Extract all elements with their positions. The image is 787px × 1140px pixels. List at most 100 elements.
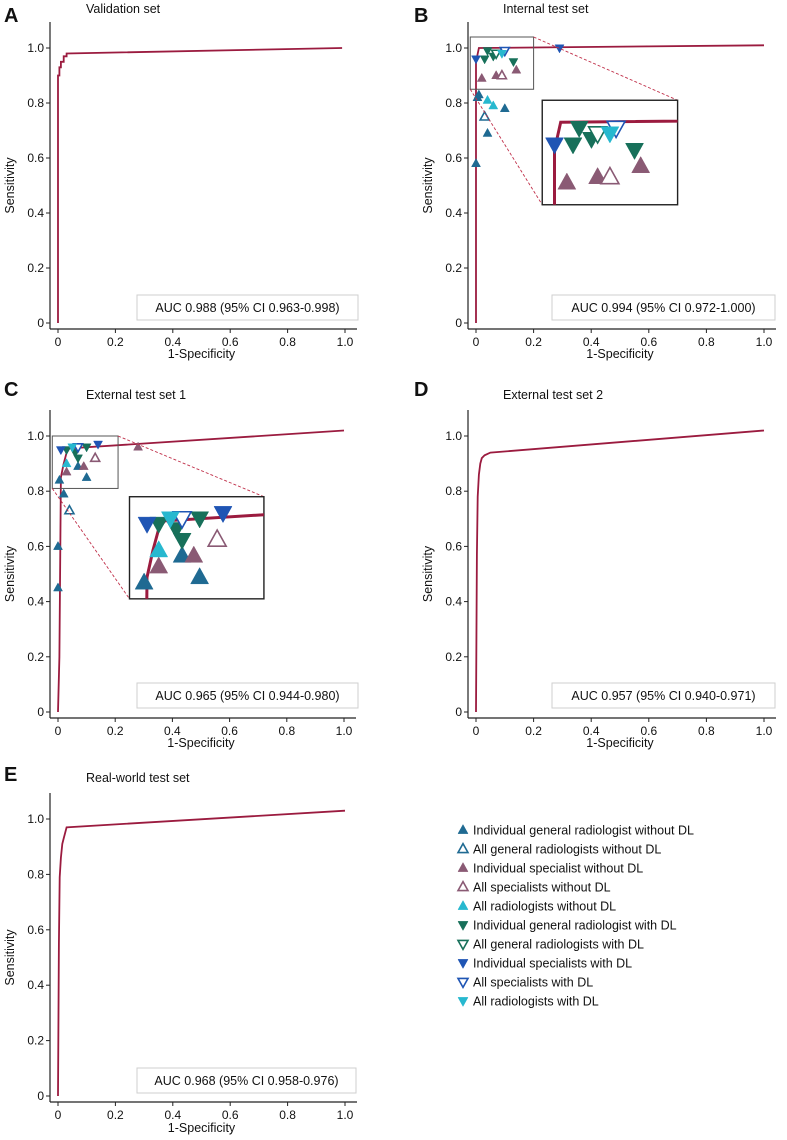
reader-marker-zoomed: [206, 528, 228, 547]
x-tick-label: 0.6: [221, 724, 238, 738]
reader-marker: [482, 47, 493, 57]
reader-marker: [93, 440, 103, 450]
legend-marker: [457, 824, 469, 834]
x-tick-label: 0.8: [279, 1108, 296, 1122]
x-tick-label: 0.6: [640, 724, 657, 738]
reader-marker: [473, 89, 484, 99]
reader-marker-zoomed: [557, 172, 577, 190]
reader-marker: [54, 474, 65, 484]
y-tick-label: 0: [37, 316, 44, 330]
y-tick-label: 1.0: [27, 429, 44, 443]
legend: Individual general radiologist without D…: [456, 824, 694, 1009]
panel-letter: D: [414, 379, 428, 401]
auc-label: AUC 0.968 (95% CI 0.958-0.976): [154, 1074, 338, 1088]
reader-marker: [73, 454, 83, 464]
reader-marker-zoomed: [171, 510, 193, 530]
reader-marker-zoomed: [137, 516, 157, 534]
zoom-connector: [117, 435, 265, 498]
zoom-inset-content: [134, 506, 264, 599]
panel-d: D External test set 2 0 0.2 0.4 0.6 0.8 1.0 0 0.2…: [414, 379, 776, 750]
reader-marker: [89, 451, 102, 463]
panel-letter: E: [4, 764, 17, 786]
y-tick-label: 0: [37, 1089, 44, 1103]
x-tick-label: 0.6: [222, 335, 239, 349]
x-tick-label: 0.8: [279, 335, 296, 349]
reader-marker-zoomed: [588, 167, 608, 184]
panel-c: C External test set 1 0 0.2 0.4 0.6 0.8 1.0 0 0.2…: [3, 379, 359, 750]
x-tick-label: 1.0: [337, 1108, 354, 1122]
reader-marker: [499, 103, 510, 112]
zoom-region: [469, 36, 535, 90]
panel-b: B Internal test set 0 0.2 0.4 0.6 0.8 1.0 0 0.2 0.…: [414, 2, 776, 361]
y-axis-title: Sensitivity: [421, 545, 435, 602]
legend-marker: [457, 900, 469, 910]
legend-label: All radiologists without DL: [473, 900, 616, 914]
y-tick-label: 0.2: [27, 261, 44, 275]
x-tick-label: 0.4: [583, 724, 600, 738]
x-tick-label: 0.2: [107, 724, 124, 738]
legend-marker: [456, 841, 470, 854]
legend-marker: [457, 921, 469, 931]
reader-marker-zoomed: [625, 143, 644, 160]
zoom-region: [51, 435, 119, 489]
reader-marker: [61, 458, 72, 468]
x-tick-label: 0.8: [698, 335, 715, 349]
x-tick-label: 0.6: [640, 335, 657, 349]
reader-marker: [476, 72, 487, 82]
roc-curve: [475, 429, 765, 713]
roc-curve: [475, 44, 765, 323]
x-tick-label: 0.4: [164, 335, 181, 349]
legend-marker: [456, 977, 470, 990]
legend-label: Individual specialist without DL: [473, 862, 643, 876]
auc-label: AUC 0.988 (95% CI 0.963-0.998): [155, 301, 339, 315]
zoom-inset-plot: [545, 119, 678, 205]
reader-marker-zoomed: [600, 126, 620, 144]
auc-box: [551, 682, 776, 709]
y-tick-label: 0.6: [445, 539, 462, 553]
x-axis-title: 1-Specificity: [168, 1121, 236, 1135]
x-tick-label: 0.8: [278, 724, 295, 738]
x-tick-label: 0: [55, 1108, 62, 1122]
y-tick-label: 0.8: [445, 484, 462, 498]
y-tick-label: 0: [455, 705, 462, 719]
x-tick-label: 0.2: [107, 335, 124, 349]
x-tick-label: 0.4: [164, 724, 181, 738]
zoom-inset-content: [545, 119, 678, 205]
reader-marker: [496, 50, 507, 59]
panel-title: Real-world test set: [86, 771, 190, 785]
reader-marker: [55, 446, 66, 456]
reader-marker: [508, 58, 519, 68]
x-tick-label: 0: [473, 335, 480, 349]
y-tick-label: 0.4: [27, 206, 44, 220]
y-axis-title: Sensitivity: [3, 545, 17, 602]
legend-marker: [456, 879, 470, 892]
reader-marker-zoomed: [563, 137, 583, 155]
reader-marker: [496, 68, 508, 80]
reader-marker-zoomed: [134, 572, 154, 590]
y-tick-label: 1.0: [445, 429, 462, 443]
panel-letter: A: [4, 5, 18, 27]
y-tick-label: 1.0: [27, 41, 44, 55]
roc-curve-zoomed: [553, 119, 678, 205]
reader-marker: [58, 488, 69, 498]
reader-marker-zoomed: [190, 511, 210, 529]
legend-label: All general radiologists without DL: [473, 843, 661, 857]
reader-marker: [81, 472, 92, 481]
x-tick-label: 0: [55, 724, 62, 738]
y-tick-label: 0.2: [445, 261, 462, 275]
y-tick-label: 0.2: [445, 650, 462, 664]
reader-marker: [133, 441, 144, 451]
y-axis-title: Sensitivity: [3, 929, 17, 986]
reader-marker-zoomed: [172, 545, 192, 563]
legend-label: All radiologists with DL: [473, 995, 599, 1009]
panel-letter: B: [414, 5, 428, 27]
reader-marker: [81, 443, 92, 453]
reader-marker: [482, 94, 493, 104]
x-axis-title: 1-Specificity: [586, 347, 654, 361]
auc-box: [136, 294, 359, 321]
y-axis-title: Sensitivity: [3, 157, 17, 214]
reader-marker-zoomed: [160, 511, 180, 529]
legend-marker: [457, 997, 469, 1007]
roc-curve: [57, 47, 343, 323]
